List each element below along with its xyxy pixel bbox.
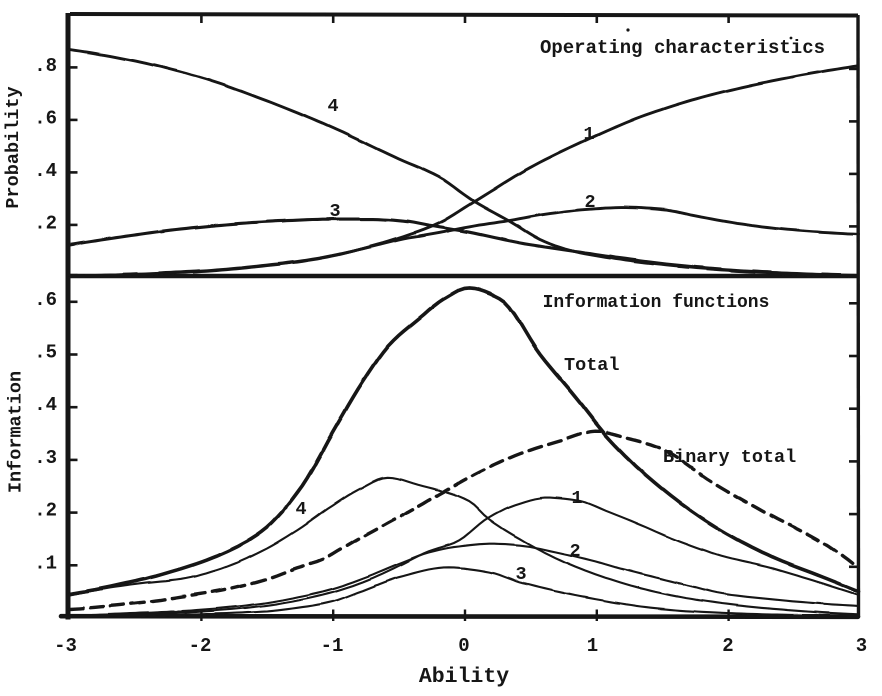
svg-text:.5: .5 [34, 342, 57, 364]
svg-text:Operating characteristics: Operating characteristics [540, 37, 825, 59]
svg-text:4: 4 [295, 499, 306, 520]
svg-text:.1: .1 [34, 552, 57, 574]
svg-text:2: 2 [569, 541, 580, 562]
svg-text:2: 2 [722, 635, 733, 657]
svg-text:1: 1 [571, 488, 582, 509]
svg-text:Binary total: Binary total [663, 447, 796, 468]
svg-text:.3: .3 [34, 447, 57, 469]
svg-text:.4: .4 [34, 394, 57, 416]
svg-text:3: 3 [329, 201, 340, 222]
svg-text:-2: -2 [189, 635, 212, 657]
svg-text:1: 1 [583, 124, 594, 145]
svg-text:Information functions: Information functions [543, 293, 770, 313]
svg-text:3: 3 [515, 564, 526, 585]
svg-text:Ability: Ability [419, 665, 509, 689]
svg-text:.8: .8 [34, 55, 57, 77]
svg-text:1: 1 [587, 635, 598, 657]
svg-text:Probability: Probability [3, 86, 24, 208]
svg-text:-1: -1 [321, 635, 344, 657]
svg-text:.6: .6 [34, 289, 57, 311]
svg-text:Information: Information [6, 371, 27, 493]
svg-text:4: 4 [327, 96, 338, 117]
svg-text:3: 3 [856, 635, 867, 657]
svg-text:Total: Total [564, 355, 620, 376]
svg-text:-3: -3 [54, 635, 77, 657]
svg-text:.4: .4 [34, 160, 57, 182]
svg-text:.2: .2 [34, 500, 57, 522]
svg-text:.6: .6 [34, 107, 57, 129]
svg-text:2: 2 [584, 192, 595, 213]
svg-text:0: 0 [458, 635, 469, 657]
svg-text:.2: .2 [34, 212, 57, 234]
